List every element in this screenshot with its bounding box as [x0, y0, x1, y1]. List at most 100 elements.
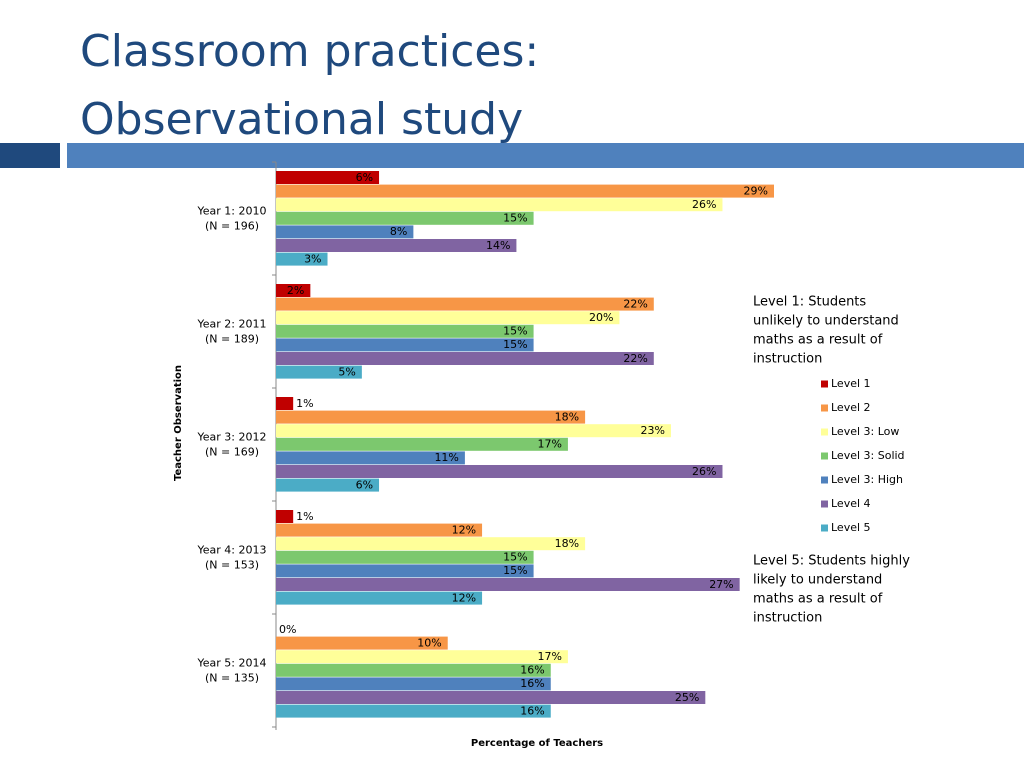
bar	[276, 225, 414, 239]
bar	[276, 663, 551, 677]
bar	[276, 465, 723, 478]
header-block	[0, 143, 60, 168]
data-label: 2%	[287, 284, 304, 297]
y-tick-label: Year 5: 2014	[197, 657, 267, 670]
y-tick-label: Year 1: 2010	[197, 205, 267, 218]
data-label: 11%	[434, 451, 458, 464]
legend-swatch	[821, 524, 828, 532]
bar	[276, 297, 654, 311]
legend-swatch	[821, 500, 828, 508]
header-bar	[67, 143, 1024, 168]
data-label: 15%	[503, 551, 527, 564]
bar	[276, 311, 620, 325]
bar	[276, 451, 465, 465]
annotation: maths as a result of	[753, 333, 883, 348]
data-label: 5%	[338, 365, 355, 378]
annotation: unlikely to understand	[753, 314, 899, 329]
data-label: 1%	[296, 397, 313, 410]
annotation: instruction	[753, 611, 822, 626]
y-axis-title: Teacher Observation	[173, 365, 184, 481]
legend-swatch	[821, 380, 828, 388]
slide-title: Observational study	[80, 94, 523, 145]
slide-title: Classroom practices:	[80, 26, 539, 77]
legend-label: Level 5	[831, 521, 871, 534]
data-label: 16%	[520, 664, 544, 677]
bar	[276, 184, 774, 198]
legend-label: Level 1	[831, 377, 871, 390]
data-label: 15%	[503, 212, 527, 225]
legend-label: Level 3: High	[831, 473, 903, 486]
bar	[276, 365, 362, 379]
bar	[276, 704, 551, 718]
data-label: 16%	[520, 677, 544, 690]
bar	[276, 352, 654, 365]
legend-swatch	[821, 428, 828, 436]
data-label: 20%	[589, 311, 613, 324]
y-tick-label: (N = 189)	[205, 333, 259, 346]
legend-swatch	[821, 404, 828, 412]
data-label: 18%	[555, 537, 579, 550]
y-tick-label: (N = 196)	[205, 220, 259, 233]
x-axis-title: Percentage of Teachers	[471, 738, 603, 749]
legend-label: Level 3: Low	[831, 425, 899, 438]
y-tick-label: (N = 153)	[205, 559, 259, 572]
bar	[276, 171, 380, 184]
data-label: 26%	[692, 465, 716, 478]
bar	[276, 523, 483, 537]
y-tick-label: Year 2: 2011	[197, 318, 267, 331]
data-label: 16%	[520, 704, 544, 717]
bar	[276, 324, 534, 338]
bar	[276, 239, 517, 252]
legend-label: Level 3: Solid	[831, 449, 905, 462]
bar	[276, 437, 568, 451]
y-tick-label: (N = 169)	[205, 446, 259, 459]
bar	[276, 252, 328, 266]
bar	[276, 550, 534, 564]
bar	[276, 564, 534, 578]
data-label: 0%	[279, 623, 296, 636]
data-label: 18%	[555, 410, 579, 423]
data-label: 8%	[390, 225, 407, 238]
data-label: 22%	[623, 352, 647, 365]
bar	[276, 410, 586, 424]
data-label: 12%	[452, 523, 476, 536]
data-label: 22%	[623, 297, 647, 310]
bar	[276, 591, 483, 605]
legend-swatch	[821, 452, 828, 460]
data-label: 27%	[709, 578, 733, 591]
bar	[276, 198, 723, 212]
annotation: Level 1: Students	[753, 295, 866, 310]
bar	[276, 691, 706, 704]
data-label: 1%	[296, 510, 313, 523]
data-label: 6%	[356, 478, 373, 491]
bar	[276, 537, 586, 551]
data-label: 12%	[452, 591, 476, 604]
annotation: instruction	[753, 352, 822, 367]
bar	[276, 211, 534, 225]
annotation: likely to understand	[753, 573, 882, 588]
y-tick-label: Year 4: 2013	[197, 544, 267, 557]
annotation: maths as a result of	[753, 592, 883, 607]
data-label: 15%	[503, 564, 527, 577]
data-label: 25%	[675, 691, 699, 704]
annotation: Level 5: Students highly	[753, 554, 910, 569]
bar	[276, 424, 671, 438]
data-label: 14%	[486, 239, 510, 252]
y-tick-label: Year 3: 2012	[197, 431, 267, 444]
bar	[276, 510, 294, 523]
data-label: 3%	[304, 252, 321, 265]
bar	[276, 636, 448, 650]
bar	[276, 284, 311, 297]
data-label: 10%	[417, 636, 441, 649]
y-tick-label: (N = 135)	[205, 672, 259, 685]
bar	[276, 338, 534, 352]
data-label: 29%	[744, 184, 768, 197]
bar	[276, 397, 294, 410]
legend-label: Level 2	[831, 401, 871, 414]
bar	[276, 578, 740, 591]
bar	[276, 478, 380, 492]
data-label: 17%	[537, 438, 561, 451]
data-label: 17%	[537, 650, 561, 663]
bar	[276, 650, 568, 664]
